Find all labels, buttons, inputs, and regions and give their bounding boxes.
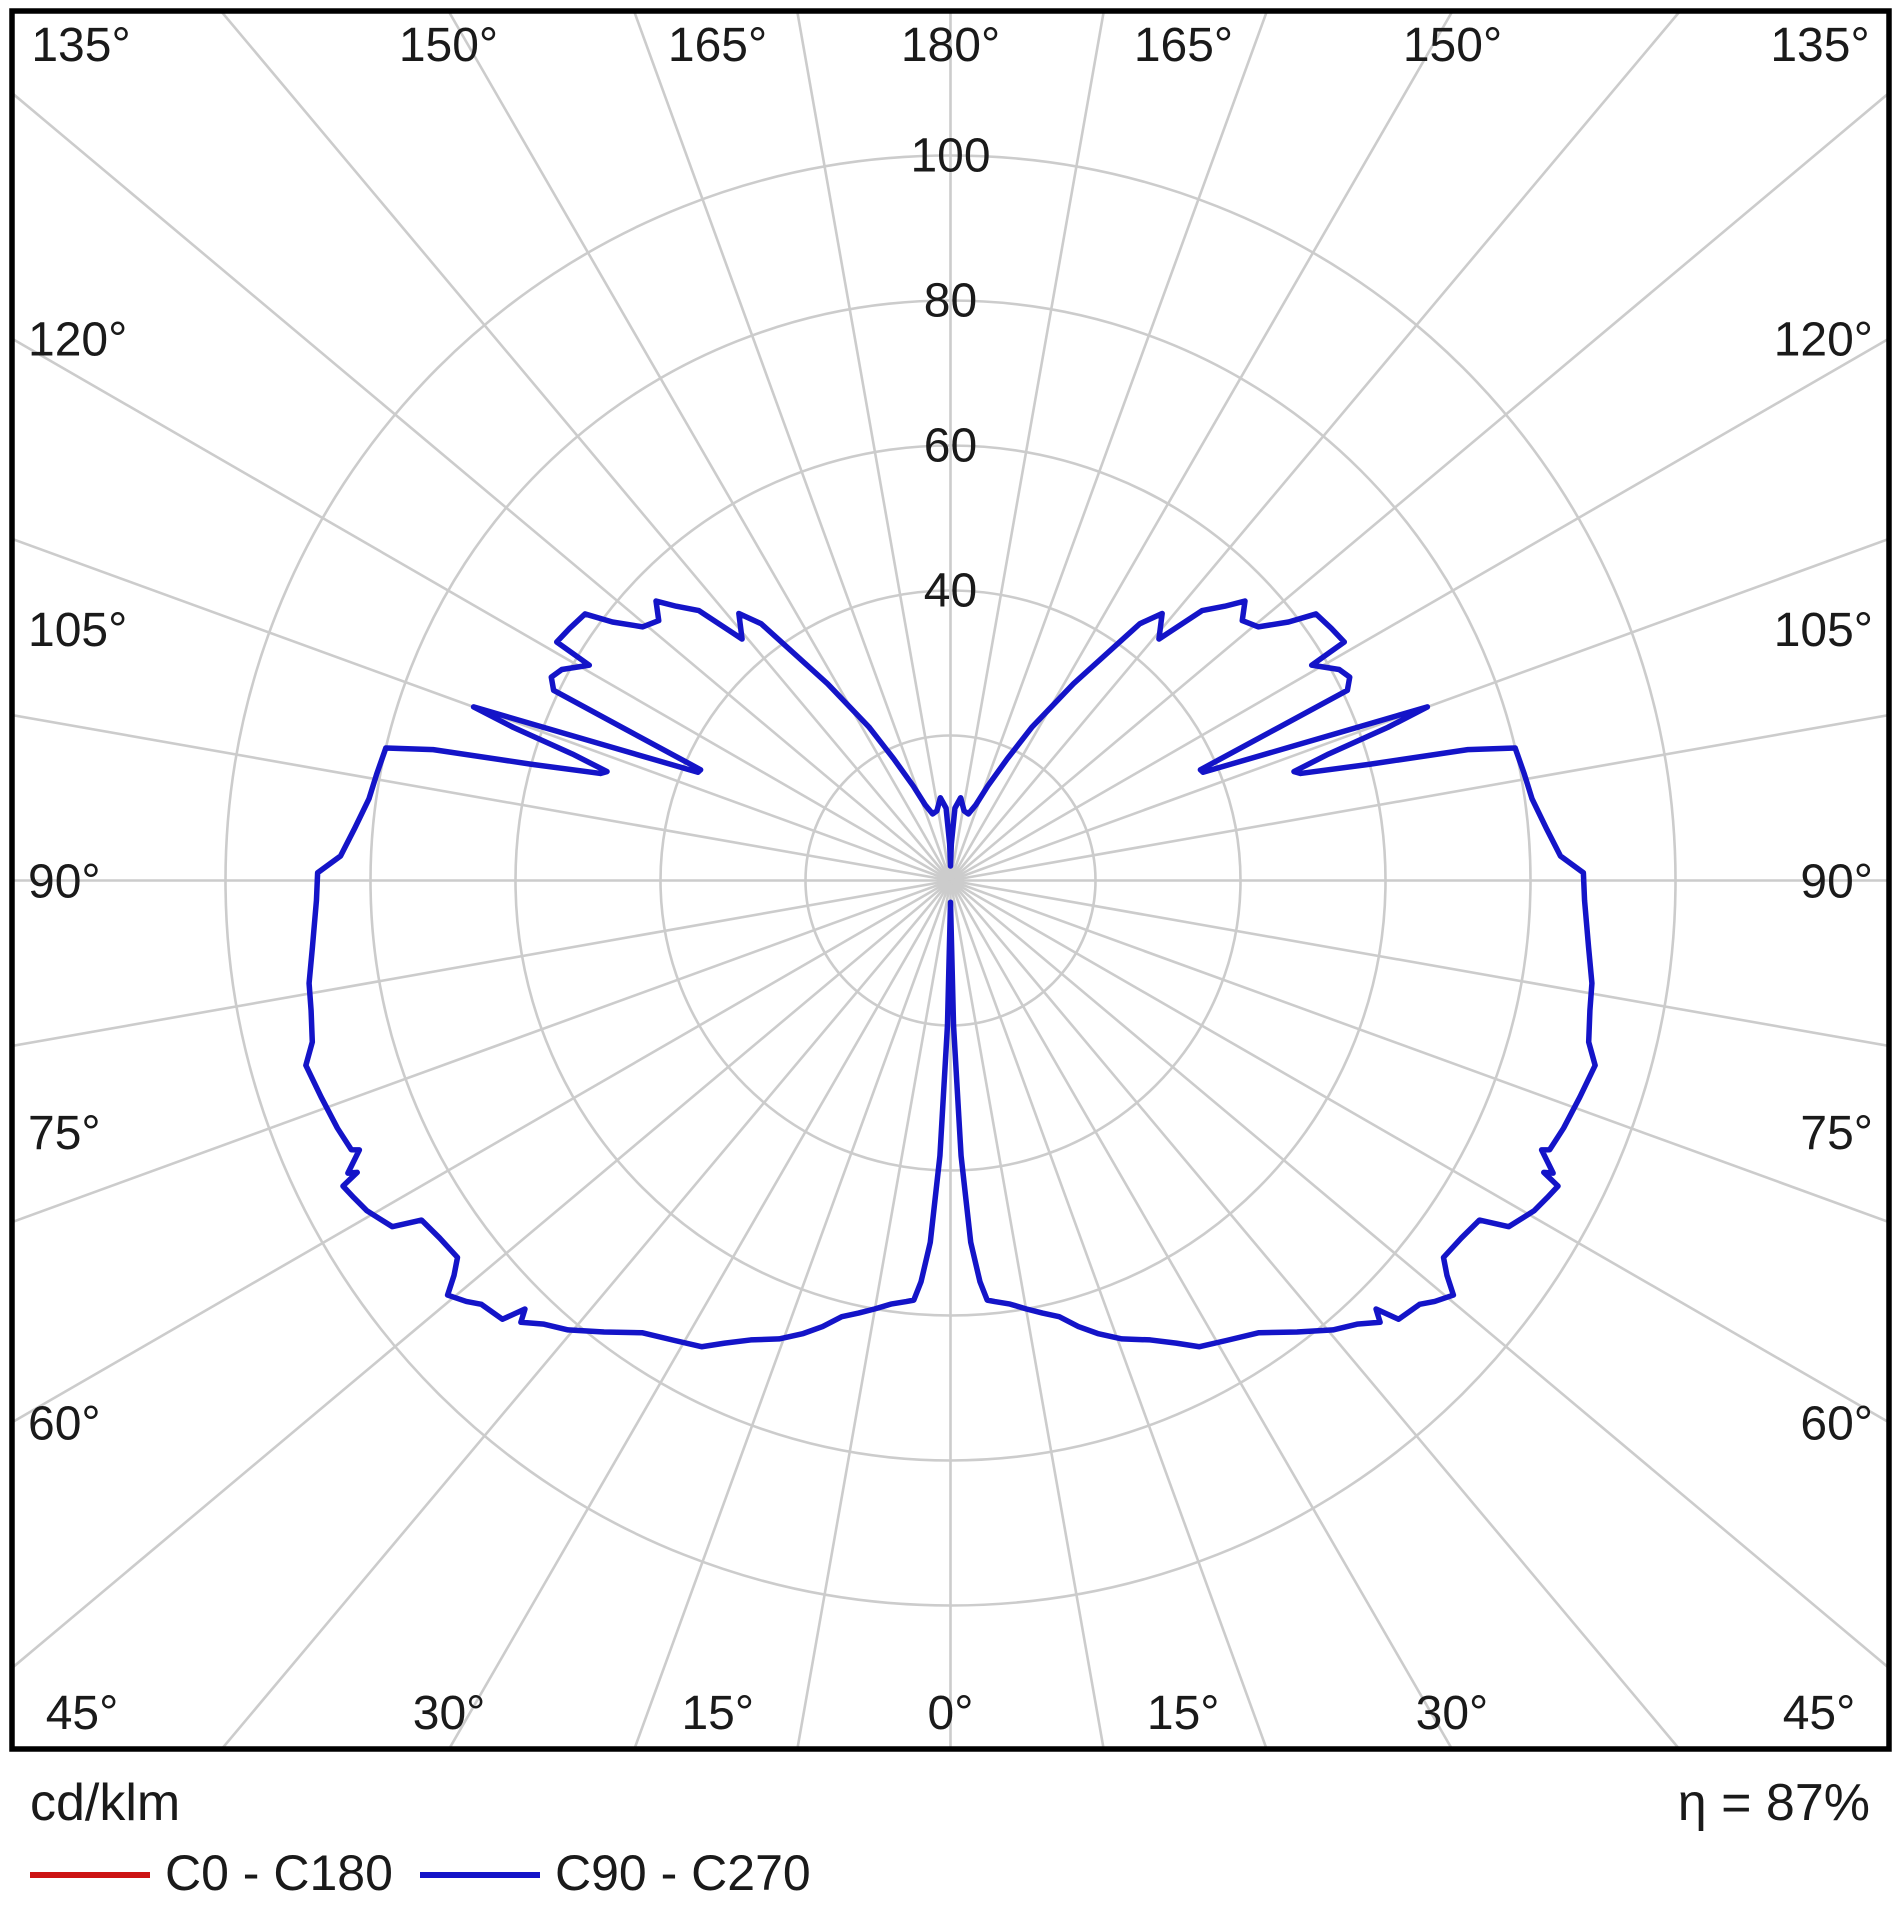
svg-text:60: 60 (924, 420, 977, 473)
svg-text:180°: 180° (901, 19, 1000, 72)
svg-text:75°: 75° (28, 1107, 101, 1160)
svg-text:40: 40 (924, 565, 977, 618)
svg-text:60°: 60° (28, 1397, 101, 1450)
svg-text:135°: 135° (1770, 19, 1869, 72)
svg-text:45°: 45° (1783, 1687, 1856, 1740)
svg-text:45°: 45° (46, 1687, 119, 1740)
svg-text:30°: 30° (1416, 1687, 1489, 1740)
svg-text:120°: 120° (28, 314, 127, 367)
svg-text:90°: 90° (1800, 856, 1873, 909)
svg-text:75°: 75° (1800, 1107, 1873, 1160)
svg-text:135°: 135° (31, 19, 130, 72)
svg-text:105°: 105° (1774, 604, 1873, 657)
svg-text:15°: 15° (1147, 1687, 1220, 1740)
svg-text:30°: 30° (413, 1687, 486, 1740)
svg-text:0°: 0° (928, 1687, 974, 1740)
svg-text:15°: 15° (681, 1687, 754, 1740)
svg-text:120°: 120° (1774, 314, 1873, 367)
svg-text:150°: 150° (399, 19, 498, 72)
svg-text:90°: 90° (28, 856, 101, 909)
svg-text:η = 87%: η = 87% (1678, 1774, 1870, 1832)
svg-text:cd/klm: cd/klm (30, 1774, 180, 1832)
svg-text:C90 - C270: C90 - C270 (555, 1845, 811, 1900)
svg-text:60°: 60° (1800, 1397, 1873, 1450)
svg-text:C0 - C180: C0 - C180 (165, 1845, 393, 1900)
svg-text:80: 80 (924, 275, 977, 328)
svg-text:165°: 165° (668, 19, 767, 72)
svg-text:105°: 105° (28, 604, 127, 657)
svg-text:150°: 150° (1403, 19, 1502, 72)
svg-text:165°: 165° (1134, 19, 1233, 72)
svg-text:100: 100 (910, 130, 990, 183)
